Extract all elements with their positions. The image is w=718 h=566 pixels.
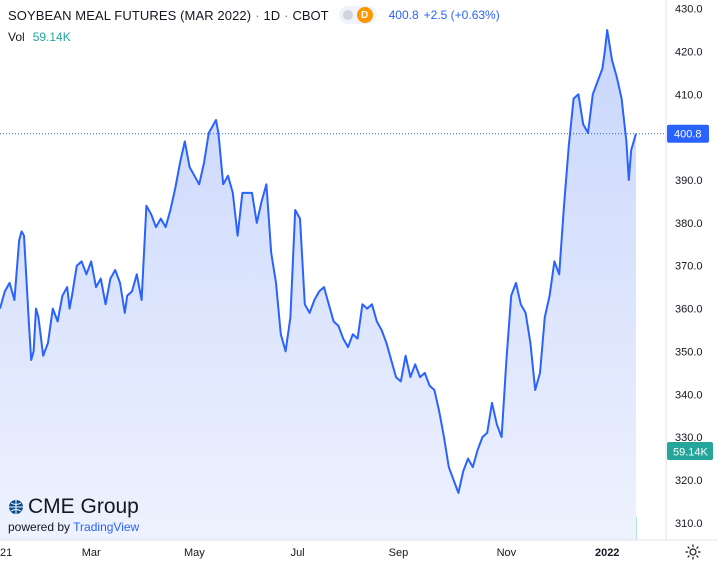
time-tick-label: May: [184, 547, 205, 559]
time-tick-label: Mar: [82, 547, 101, 559]
cme-logo: CME Group: [8, 495, 139, 519]
price-tick-label: 410.0: [675, 89, 703, 101]
price-tick-label: 430.0: [675, 4, 703, 16]
powered-by[interactable]: powered by TradingView: [8, 520, 139, 534]
status-dot-icon: [342, 10, 353, 20]
chart-header: SOYBEAN MEAL FUTURES (MAR 2022) · 1D · C…: [8, 6, 500, 24]
cme-logo-text: CME Group: [28, 495, 139, 518]
price-tick-label: 310.0: [675, 518, 703, 530]
last-price-tag-label: 400.8: [674, 129, 702, 141]
time-tick-label: Nov: [497, 547, 517, 559]
price-tick-label: 380.0: [675, 218, 703, 230]
last-price: 400.8: [388, 8, 419, 22]
price-line: [0, 29, 637, 494]
volume-legend[interactable]: Vol 59.14K: [8, 30, 71, 44]
price-area: [0, 30, 636, 540]
time-tick-label: 21: [0, 547, 12, 559]
volume-label: Vol: [8, 30, 25, 44]
tradingview-link[interactable]: TradingView: [73, 520, 140, 534]
separator: ·: [284, 7, 289, 23]
market-status-pill[interactable]: D: [338, 6, 377, 24]
price-tick-label: 350.0: [675, 346, 703, 358]
volume-tag-label: 59.14K: [673, 447, 709, 459]
time-axis: 21 Mar May Jul Sep Nov 2022: [0, 547, 619, 559]
price-tick-label: 340.0: [675, 389, 703, 401]
volume-tag: 59.14K: [667, 442, 713, 460]
price-tick-label: 370.0: [675, 261, 703, 273]
separator: ·: [255, 7, 260, 23]
price-change: +2.5 (+0.63%): [423, 8, 500, 22]
price-axis: 310.0 320.0 330.0 340.0 350.0 360.0 370.0 380.0…: [675, 4, 703, 530]
price-tick-label: 360.0: [675, 304, 703, 316]
exchange-label: CBOT: [292, 7, 329, 23]
symbol-title[interactable]: SOYBEAN MEAL FUTURES (MAR 2022): [8, 7, 252, 23]
price-tick-label: 420.0: [675, 46, 703, 58]
powered-by-label: powered by: [8, 520, 71, 534]
time-tick-label: Jul: [291, 547, 305, 559]
time-tick-label: 2022: [595, 547, 619, 559]
branding[interactable]: CME Group powered by TradingView: [8, 495, 139, 534]
price-tick-label: 320.0: [675, 475, 703, 487]
last-price-tag: 400.8: [667, 124, 709, 143]
price-tick-label: 330.0: [675, 432, 703, 444]
time-tick-label: Sep: [389, 547, 409, 559]
cme-globe-icon: [9, 500, 23, 514]
volume-value: 59.14K: [32, 30, 71, 44]
interval-label[interactable]: 1D: [263, 7, 281, 23]
price-tick-label: 390.0: [675, 175, 703, 187]
settings-gear-icon[interactable]: [684, 543, 702, 561]
delayed-badge-icon: D: [356, 7, 373, 23]
